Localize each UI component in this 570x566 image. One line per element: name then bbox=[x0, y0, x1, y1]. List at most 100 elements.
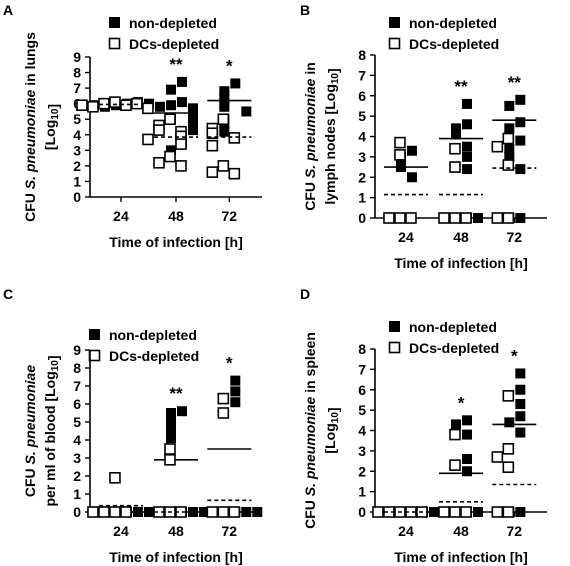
x-axis-title: Time of infection [h] bbox=[109, 549, 243, 565]
data-point-non-depleted bbox=[462, 98, 472, 109]
y-tick-label: 1 bbox=[73, 173, 81, 189]
data-point-non-depleted bbox=[188, 103, 198, 114]
data-point-non-depleted bbox=[515, 135, 526, 146]
data-point-non-depleted bbox=[462, 119, 472, 130]
y-tick-label: 2 bbox=[358, 463, 366, 479]
y-tick-label: 8 bbox=[73, 360, 81, 376]
data-point-non-depleted bbox=[241, 507, 252, 517]
data-point-non-depleted bbox=[230, 386, 241, 397]
data-point-non-depleted bbox=[515, 384, 526, 395]
y-tick-label: 0 bbox=[358, 504, 366, 520]
data-point-dcs-depleted bbox=[438, 212, 450, 224]
data-point-dcs-depleted bbox=[491, 212, 504, 224]
data-point-non-depleted bbox=[515, 507, 526, 517]
x-tick-label: 24 bbox=[398, 229, 414, 245]
data-point-non-depleted bbox=[406, 172, 417, 183]
legend-label-dcs-depleted: DCs-depleted bbox=[109, 348, 199, 364]
legend-label-dcs-depleted: DCs-depleted bbox=[409, 340, 499, 356]
data-point-non-depleted bbox=[515, 427, 526, 438]
data-point-non-depleted bbox=[188, 125, 198, 136]
data-point-non-depleted bbox=[515, 399, 526, 410]
data-point-dcs-depleted bbox=[449, 161, 461, 173]
data-point-non-depleted bbox=[504, 143, 515, 154]
data-point-non-depleted bbox=[219, 101, 230, 112]
y-tick-label: 7 bbox=[358, 361, 366, 377]
x-axis-title: Time of infection [h] bbox=[109, 234, 243, 250]
x-tick-label: 48 bbox=[453, 229, 469, 245]
y-axis-title-line: [Log10] bbox=[322, 407, 341, 453]
y-tick-label: 2 bbox=[358, 169, 366, 185]
data-point-dcs-depleted bbox=[449, 142, 461, 155]
significance-label: ** bbox=[169, 55, 183, 74]
data-point-dcs-depleted bbox=[164, 113, 176, 126]
data-point-dcs-depleted bbox=[164, 150, 176, 163]
y-tick-label: 5 bbox=[358, 108, 366, 124]
data-point-non-depleted bbox=[473, 507, 483, 517]
y-tick-label: 2 bbox=[73, 158, 81, 174]
data-point-dcs-depleted bbox=[491, 140, 504, 153]
data-point-non-depleted bbox=[504, 100, 515, 111]
y-tick-label: 1 bbox=[358, 190, 366, 206]
data-point-non-depleted bbox=[395, 155, 406, 166]
x-tick-label: 48 bbox=[168, 523, 184, 539]
data-point-non-depleted bbox=[462, 454, 472, 465]
data-point-non-depleted bbox=[515, 117, 526, 128]
data-point-non-depleted bbox=[406, 145, 417, 156]
x-axis-title: Time of infection [h] bbox=[394, 255, 528, 271]
y-axis-title-line: CFU S. pneumoniae bbox=[22, 365, 38, 497]
x-tick-label: 24 bbox=[113, 523, 129, 539]
y-tick-label: 5 bbox=[73, 414, 81, 430]
data-point-non-depleted bbox=[462, 141, 472, 152]
y-tick-label: 8 bbox=[73, 65, 81, 81]
data-point-dcs-depleted bbox=[164, 443, 176, 455]
x-tick-label: 24 bbox=[113, 208, 129, 224]
legend-label-non-depleted: non-depleted bbox=[409, 15, 497, 31]
x-tick-label: 48 bbox=[453, 523, 469, 539]
data-point-non-depleted bbox=[143, 507, 154, 517]
data-point-non-depleted bbox=[199, 507, 209, 517]
data-point-dcs-depleted bbox=[405, 212, 417, 224]
significance-label: ** bbox=[508, 73, 522, 92]
data-point-non-depleted bbox=[462, 151, 472, 162]
y-tick-label: 7 bbox=[73, 378, 81, 394]
significance-label: ** bbox=[454, 77, 468, 96]
panel-letter: A bbox=[3, 2, 13, 18]
y-tick-label: 1 bbox=[73, 486, 81, 502]
y-tick-label: 3 bbox=[73, 450, 81, 466]
y-axis-title-line: CFU S. pneumoniae in spleen bbox=[302, 332, 318, 529]
legend-label-non-depleted: non-depleted bbox=[409, 319, 497, 335]
data-point-non-depleted bbox=[154, 101, 165, 112]
legend-marker-dcs-depleted bbox=[88, 349, 101, 362]
data-point-non-depleted bbox=[462, 466, 472, 477]
data-point-dcs-depleted bbox=[502, 461, 515, 473]
data-point-dcs-depleted bbox=[206, 139, 219, 152]
data-point-dcs-depleted bbox=[206, 127, 219, 140]
panel-letter: C bbox=[3, 286, 13, 302]
x-tick-label: 72 bbox=[222, 208, 238, 224]
data-point-dcs-depleted bbox=[449, 459, 461, 471]
data-point-dcs-depleted bbox=[491, 506, 504, 518]
data-point-dcs-depleted bbox=[394, 136, 406, 149]
legend-marker-non-depleted bbox=[389, 17, 400, 28]
data-point-non-depleted bbox=[166, 408, 176, 418]
y-tick-label: 4 bbox=[358, 129, 366, 145]
data-point-non-depleted bbox=[166, 84, 176, 95]
data-point-non-depleted bbox=[241, 106, 252, 117]
data-point-non-depleted bbox=[451, 129, 461, 140]
legend-label-non-depleted: non-depleted bbox=[129, 15, 217, 31]
data-point-non-depleted bbox=[504, 151, 515, 162]
panel-letter: D bbox=[300, 286, 310, 302]
data-point-non-depleted bbox=[504, 123, 515, 134]
data-point-non-depleted bbox=[188, 109, 198, 120]
data-point-non-depleted bbox=[252, 507, 263, 517]
data-point-dcs-depleted bbox=[502, 132, 515, 145]
x-tick-label: 48 bbox=[168, 208, 184, 224]
y-tick-label: 6 bbox=[358, 382, 366, 398]
y-axis-title-line: [Log10] bbox=[42, 104, 61, 150]
y-tick-label: 5 bbox=[358, 402, 366, 418]
legend-marker-non-depleted bbox=[109, 17, 120, 28]
data-point-dcs-depleted bbox=[460, 212, 472, 224]
